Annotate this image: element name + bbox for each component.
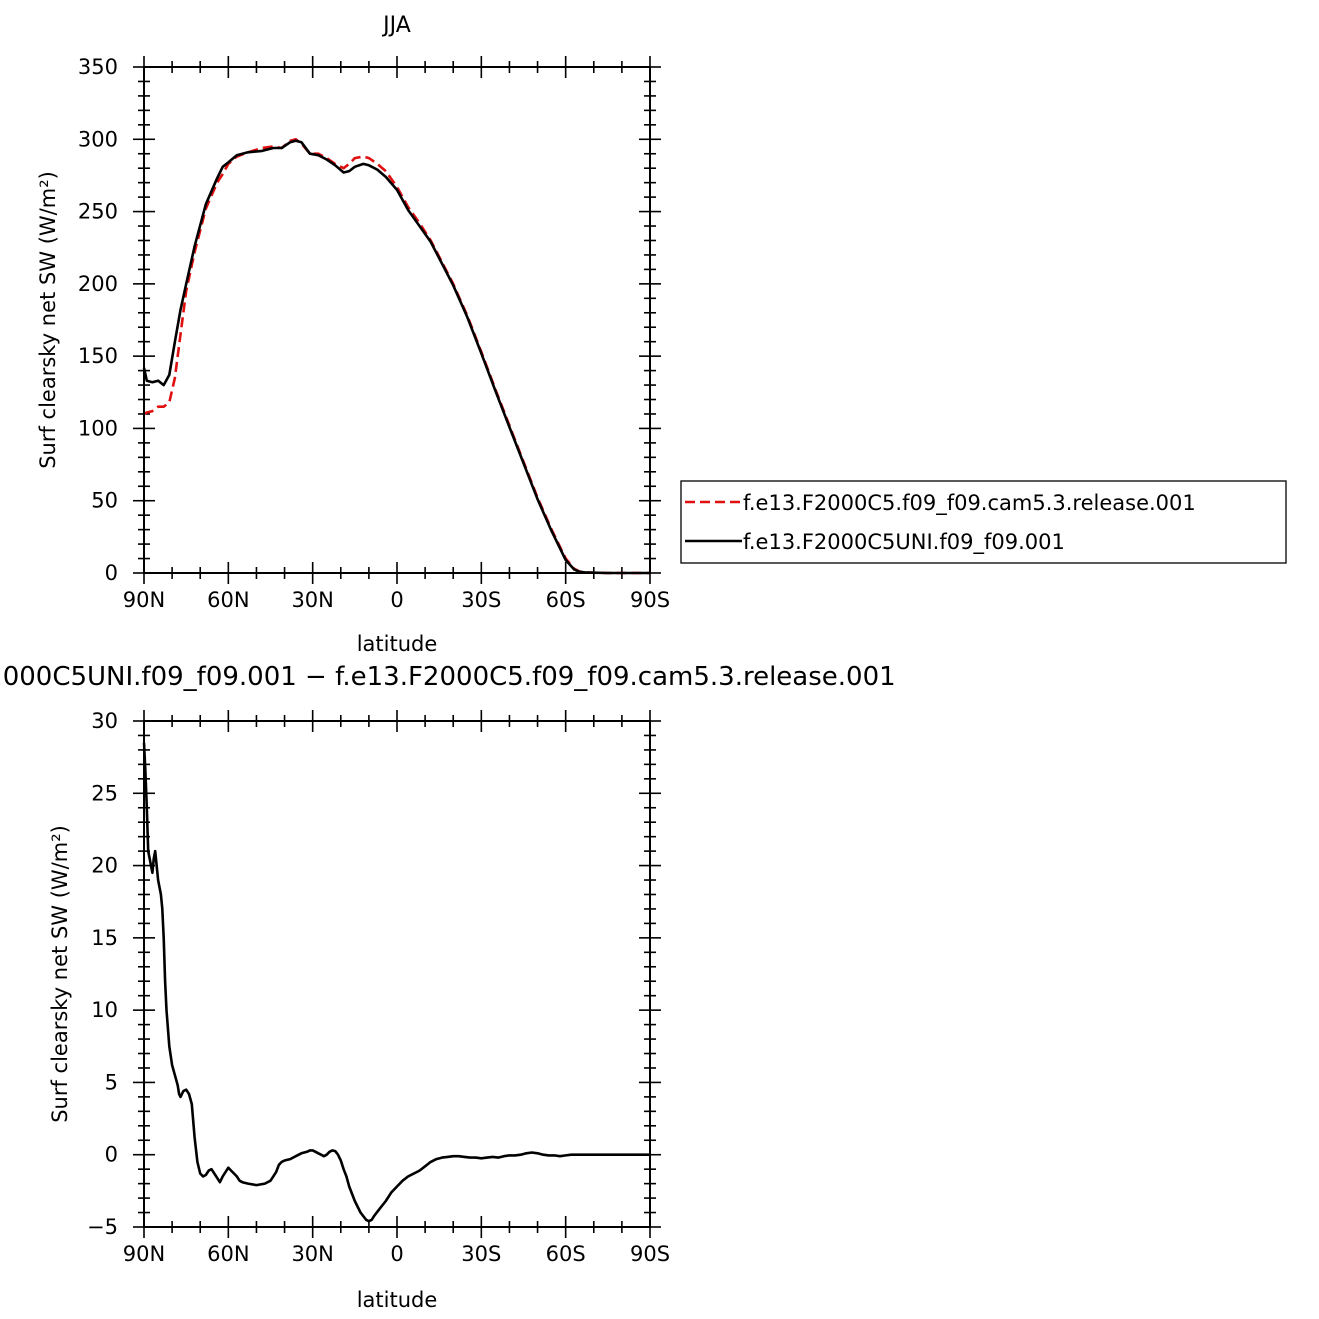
y-tick-label: 150 <box>78 344 118 368</box>
x-axis-label: latitude <box>357 632 438 656</box>
x-axis-label: latitude <box>357 1288 438 1312</box>
bottom-ticks <box>133 710 661 1238</box>
x-tick-label: 90N <box>123 1242 165 1266</box>
series-line <box>142 742 650 1223</box>
legend-box <box>680 480 1287 564</box>
top-ticks <box>133 56 661 584</box>
x-tick-label: 30N <box>291 588 333 612</box>
x-tick-label: 90S <box>630 1242 670 1266</box>
y-tick-label: 5 <box>105 1070 118 1094</box>
chart-title: JJA <box>381 13 411 38</box>
y-axis-label: Surf clearsky net SW (W/m²) <box>36 171 60 469</box>
y-tick-label: 350 <box>78 55 118 79</box>
legend: f.e13.F2000C5.f09_f09.cam5.3.release.001… <box>680 480 1287 564</box>
y-tick-label: −5 <box>87 1215 118 1239</box>
x-tick-label: 0 <box>390 1242 403 1266</box>
x-tick-label: 60S <box>546 1242 586 1266</box>
y-tick-label: 0 <box>105 561 118 585</box>
series-line <box>142 139 650 575</box>
y-tick-label: 300 <box>78 127 118 151</box>
x-tick-label: 30S <box>461 588 501 612</box>
y-tick-label: 250 <box>78 200 118 224</box>
top-chart: JJA 90N 60N 30N 0 30S 60S 90S 0 50 100 150 200 250 30… <box>36 13 1287 656</box>
y-tick-label: 15 <box>91 926 118 950</box>
y-tick-label: 30 <box>91 709 118 733</box>
x-tick-label: 60N <box>207 1242 249 1266</box>
y-tick-label: 0 <box>105 1143 118 1167</box>
y-tick-label: 25 <box>91 781 118 805</box>
series-line <box>143 138 650 575</box>
difference-chart-title: f.e13.F2000C5UNI.f09_f09.001 − f.e13.F20… <box>0 662 896 692</box>
x-tick-label: 90N <box>123 588 165 612</box>
top-tick-labels: 90N 60N 30N 0 30S 60S 90S 0 50 100 150 200 250 300 350 <box>78 55 670 612</box>
x-tick-label: 90S <box>630 588 670 612</box>
y-axis-label: Surf clearsky net SW (W/m²) <box>48 825 72 1123</box>
y-tick-label: 200 <box>78 272 118 296</box>
bottom-series-lines <box>142 742 650 1223</box>
x-tick-label: 60S <box>546 588 586 612</box>
x-tick-label: 60N <box>207 588 249 612</box>
bottom-tick-labels: 90N 60N 30N 0 30S 60S 90S −5 0 5 10 15 20 25 30 <box>87 709 670 1266</box>
legend-label-control: f.e13.F2000C5.f09_f09.cam5.3.release.001 <box>743 491 1196 516</box>
y-tick-label: 20 <box>91 854 118 878</box>
x-tick-label: 30N <box>291 1242 333 1266</box>
legend-label-experiment: f.e13.F2000C5UNI.f09_f09.001 <box>743 530 1065 555</box>
top-plot-frame <box>143 66 651 574</box>
bottom-chart: f.e13.F2000C5UNI.f09_f09.001 − f.e13.F20… <box>0 662 896 1312</box>
top-series-lines <box>142 138 650 575</box>
y-tick-label: 50 <box>91 489 118 513</box>
y-tick-label: 100 <box>78 416 118 440</box>
bottom-plot-frame <box>143 720 651 1228</box>
y-tick-label: 10 <box>91 998 118 1022</box>
x-tick-label: 30S <box>461 1242 501 1266</box>
x-tick-label: 0 <box>390 588 403 612</box>
